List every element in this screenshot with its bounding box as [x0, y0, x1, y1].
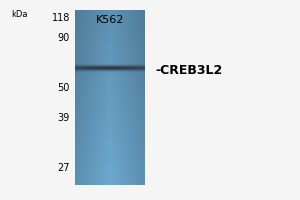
Text: 118: 118 — [52, 13, 70, 23]
Text: 39: 39 — [58, 113, 70, 123]
Text: -CREB3L2: -CREB3L2 — [155, 64, 222, 76]
Text: 27: 27 — [58, 163, 70, 173]
Text: 90: 90 — [58, 33, 70, 43]
Text: K562: K562 — [96, 15, 124, 25]
Text: kDa: kDa — [11, 10, 28, 19]
Text: 50: 50 — [58, 83, 70, 93]
